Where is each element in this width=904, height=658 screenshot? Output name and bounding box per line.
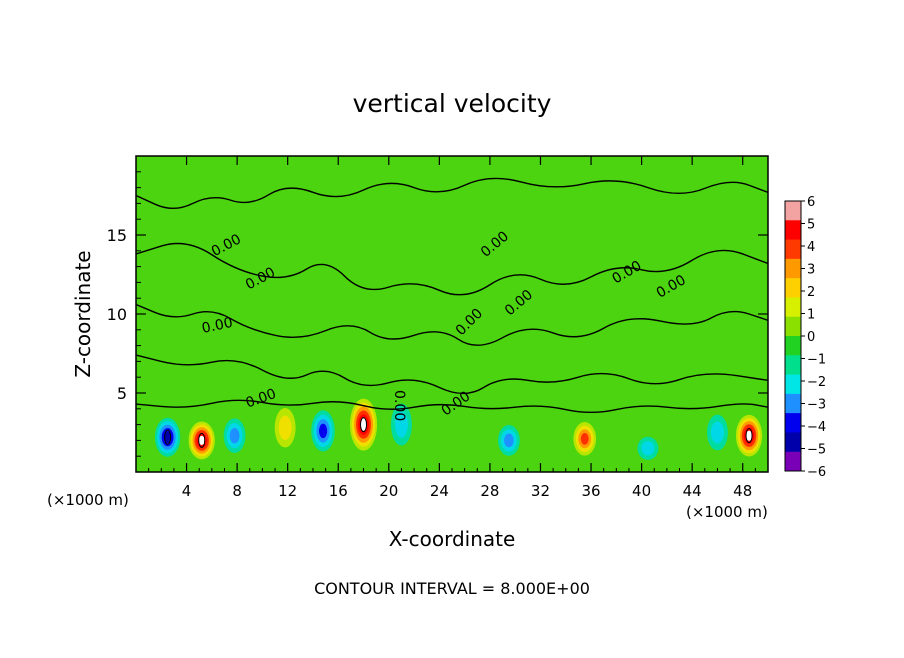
velocity-cell: [497, 424, 520, 456]
velocity-cell-level: [711, 421, 724, 444]
velocity-cell: [349, 398, 378, 451]
velocity-cell-level: [745, 430, 753, 441]
contour-line: [136, 303, 768, 346]
colorbar-tick-label: −2: [807, 375, 826, 390]
colorbar-tick-label: 4: [807, 240, 815, 255]
velocity-cell: [637, 436, 659, 460]
contour-line: [164, 429, 172, 445]
colorbar-tick-label: 5: [807, 218, 815, 233]
x-tick-label: 48: [733, 482, 752, 500]
velocity-cell-level: [318, 423, 328, 439]
velocity-cell-level: [395, 411, 408, 438]
contour-line: [136, 242, 768, 296]
contour-line: [198, 432, 206, 448]
field-background: [136, 156, 768, 472]
y-unit-label: (×1000 m): [47, 491, 129, 509]
colorbar-tick-label: −4: [807, 420, 826, 435]
x-unit-label: (×1000 m): [686, 503, 768, 521]
velocity-cell-level: [163, 431, 172, 443]
colorbar-swatch: [785, 316, 801, 337]
colorbar-swatch: [785, 451, 801, 472]
contour-value-label: 0.00: [391, 390, 407, 421]
contour-line: [136, 177, 768, 210]
plot-area: 0.000.000.000.00 0.000.000.000.000.00 0.00…: [135, 155, 769, 473]
y-tick-label: 15: [107, 226, 127, 245]
velocity-cell-level: [580, 432, 589, 445]
colorbar-swatch: [785, 297, 801, 318]
colorbar-tick-label: 1: [807, 308, 815, 323]
contour-value-label: 0.00: [200, 315, 234, 337]
velocity-cell: [390, 403, 412, 446]
velocity-cell: [223, 418, 246, 453]
velocity-cell-level: [229, 427, 240, 444]
velocity-cell: [735, 414, 763, 457]
colorbar-tick-label: 0: [807, 330, 815, 345]
x-tick-label: 4: [182, 482, 192, 500]
chart-title: vertical velocity: [353, 89, 552, 118]
colorbar-swatch: [785, 393, 801, 414]
colorbar-swatch: [785, 432, 801, 453]
velocity-cell-level: [504, 433, 514, 448]
velocity-cell: [274, 407, 296, 448]
velocity-cell: [154, 417, 181, 457]
contour-line: [136, 399, 768, 414]
contour-line: [360, 417, 368, 433]
x-tick-label: 8: [232, 482, 242, 500]
x-tick-label: 20: [379, 482, 398, 500]
y-tick-label: 5: [117, 384, 127, 403]
colorbar-tick-label: −3: [807, 398, 826, 413]
y-axis: 5 10 15: [107, 171, 768, 457]
colorbar: 6 5 4 3 2 1 0 −1 −2 −3 −4 −5 −6: [784, 195, 826, 480]
contour-lines: [136, 177, 768, 414]
contour-line: [136, 354, 768, 395]
colorbar-swatch: [785, 278, 801, 298]
velocity-cells: [154, 398, 763, 460]
velocity-cell: [311, 410, 335, 452]
x-tick-label: 28: [480, 482, 499, 500]
colorbar-swatch: [785, 336, 801, 356]
colorbar-swatch: [785, 201, 801, 221]
velocity-cell-level: [360, 418, 367, 431]
contour-interval-text: CONTOUR INTERVAL = 8.000E+00: [314, 579, 590, 598]
colorbar-swatch: [785, 258, 801, 279]
x-tick-label: 16: [329, 482, 348, 500]
velocity-cell-level: [641, 441, 655, 456]
x-tick-label: 36: [581, 482, 600, 500]
colorbar-swatch: [785, 239, 801, 260]
colorbar-swatch: [785, 413, 801, 433]
velocity-cell-level: [198, 435, 205, 445]
colorbar-swatch: [785, 220, 801, 240]
colorbar-swatch: [785, 374, 801, 395]
x-tick-label: 12: [278, 482, 297, 500]
colorbar-swatch: [785, 355, 801, 375]
colorbar-tick-label: 2: [807, 285, 815, 300]
x-axis: 4 8 12 16 20 24 28 32 36 40 44 48: [148, 156, 756, 500]
colorbar-tick-label: −6: [807, 465, 826, 480]
colorbar-tick-label: 6: [807, 195, 815, 210]
x-tick-label: 32: [531, 482, 550, 500]
colorbar-tick-label: 3: [807, 263, 815, 278]
colorbar-tick-label: −1: [807, 353, 826, 368]
contour-line: [745, 428, 753, 444]
y-tick-label: 10: [107, 305, 127, 324]
y-axis-label: Z-coordinate: [71, 250, 95, 377]
velocity-cell: [188, 421, 215, 460]
x-tick-label: 44: [683, 482, 702, 500]
velocity-cell: [706, 414, 728, 451]
velocity-cell: [573, 422, 597, 456]
x-tick-label: 40: [632, 482, 651, 500]
x-tick-label: 24: [430, 482, 449, 500]
velocity-cell-level: [278, 415, 292, 440]
x-axis-label: X-coordinate: [389, 527, 516, 551]
colorbar-tick-label: −5: [807, 443, 826, 458]
